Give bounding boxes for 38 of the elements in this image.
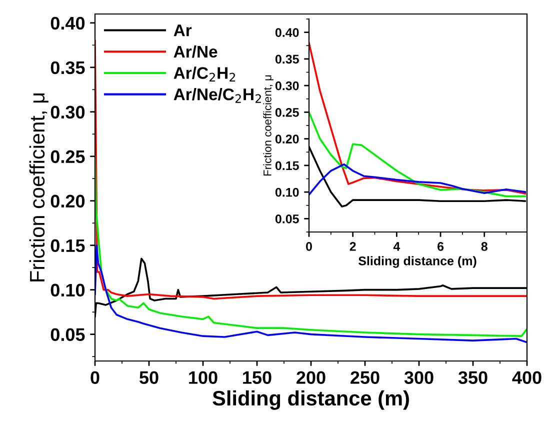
x-tick-label: 200 bbox=[296, 371, 326, 384]
y-tick-label: 0.20 bbox=[275, 134, 299, 144]
y-tick-label: 0.10 bbox=[50, 284, 85, 297]
x-tick-label: 0 bbox=[90, 371, 100, 384]
y-tick-label: 0.35 bbox=[275, 54, 299, 64]
x-tick-label: 250 bbox=[350, 371, 380, 384]
x-tick-label: 2 bbox=[350, 242, 356, 251]
y-tick-label: 0.35 bbox=[50, 61, 85, 74]
x-tick-label: 0 bbox=[306, 242, 312, 251]
x-tick-label: 4 bbox=[393, 242, 400, 251]
y-tick-label: 0.40 bbox=[275, 28, 299, 37]
y-tick-label: 0.20 bbox=[50, 194, 85, 208]
x-tick-label: 8 bbox=[481, 242, 488, 251]
x-tick-label: 50 bbox=[140, 371, 158, 384]
y-tick-label: 0.10 bbox=[275, 188, 299, 197]
y-tick-label: 0.25 bbox=[275, 108, 299, 117]
x-tick-label: 100 bbox=[189, 371, 218, 384]
legend-label: Ar/Ne/C$_{2}$H$_{2}$ bbox=[174, 88, 261, 103]
legend-label: Ar bbox=[174, 24, 192, 36]
y-tick-label: 0.30 bbox=[50, 106, 85, 119]
x-tick-label: 6 bbox=[437, 242, 444, 251]
x-axis-title: Sliding distance (m) bbox=[212, 390, 409, 410]
y-tick-label: 0.25 bbox=[50, 150, 85, 164]
legend-label: Ar/C$_{2}$H$_{2}$ bbox=[174, 66, 236, 82]
y-tick-label: 0.15 bbox=[50, 239, 85, 252]
y-tick-label: 0.30 bbox=[275, 81, 299, 90]
y-tick-label: 0.05 bbox=[50, 328, 85, 342]
x-axis-title: Sliding distance (m) bbox=[358, 256, 476, 268]
y-axis-title: Friction coefficient, μ bbox=[29, 93, 48, 282]
x-tick-label: 150 bbox=[243, 371, 272, 384]
y-tick-label: 0.05 bbox=[275, 214, 299, 224]
x-tick-label: 300 bbox=[404, 371, 434, 384]
x-tick-label: 400 bbox=[512, 371, 542, 384]
x-tick-label: 350 bbox=[458, 371, 488, 384]
y-axis-title: Friction coefficient, μ bbox=[263, 75, 274, 176]
y-tick-label: 0.15 bbox=[275, 161, 299, 170]
y-tick-label: 0.40 bbox=[50, 16, 85, 30]
legend-label: Ar/Ne bbox=[174, 45, 218, 58]
